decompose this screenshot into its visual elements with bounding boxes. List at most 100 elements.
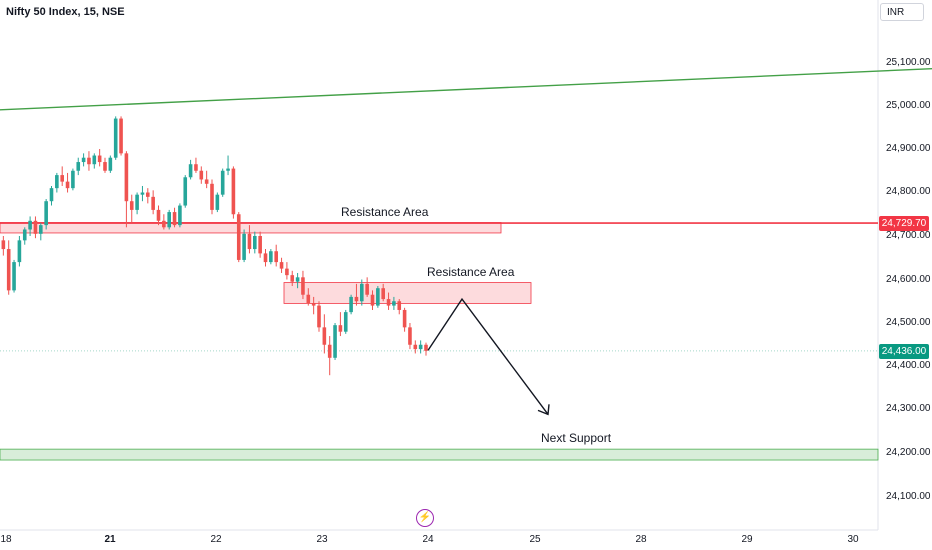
candle [285,262,289,280]
candle [44,199,48,230]
x-tick-label: 30 [847,534,859,545]
candle-body [204,179,209,184]
candle [33,216,38,239]
candle-body [354,296,359,302]
candle-body [220,170,225,195]
candle-body [402,309,407,328]
x-tick-label: 25 [529,534,541,545]
candle [311,296,316,315]
candle [418,340,423,354]
last-price-badge: 24,436.00 [879,344,929,359]
candle [210,179,214,215]
candle [242,229,246,263]
candle-body [199,170,204,180]
candle-body [183,177,188,206]
y-tick-label: 24,200.00 [886,447,931,458]
candle [135,192,139,215]
candle [119,116,123,156]
candle [317,301,321,332]
candle-body [253,236,257,250]
candle [215,192,220,213]
y-tick-label: 24,800.00 [886,186,931,197]
lines-layer [0,67,932,352]
y-tick-label: 24,700.00 [886,230,931,241]
candle-body [295,277,300,282]
y-tick-label: 25,100.00 [886,57,931,68]
candle-body [151,196,155,210]
candle-body [360,283,364,302]
candle-body [274,251,278,263]
candle [172,207,177,228]
plot-background[interactable] [0,0,878,530]
candle [343,309,348,334]
candle [55,172,59,193]
candle [97,149,102,167]
candle-body [210,183,214,210]
candle-body [285,268,289,276]
candle [103,157,107,173]
candle [87,151,91,171]
candle-body [263,253,268,263]
candle [360,279,364,306]
candle [258,231,262,258]
candle-body [301,277,305,295]
candle [376,286,380,308]
candle-body [12,262,16,291]
candle [333,323,337,360]
y-tick-label: 24,300.00 [886,403,931,414]
candle [322,314,327,354]
candle [17,236,22,267]
lightning-icon[interactable]: ⚡ [416,509,434,527]
y-tick-label: 24,400.00 [886,360,931,371]
resistance-zone [0,222,502,234]
candle-body [44,201,48,226]
candle [301,270,305,300]
candle [60,166,64,186]
candle-body [65,181,70,189]
candle-body [113,118,118,158]
candle-body [60,175,64,182]
candle [290,270,295,287]
candle [129,194,134,223]
currency-selector[interactable]: INR [880,3,924,21]
candle-body [146,192,150,197]
candle-body [370,294,375,306]
candle-body [22,229,27,241]
candle [424,342,428,356]
candle-body [71,170,75,189]
candle-body [258,236,262,254]
candle-body [236,214,241,260]
candle-body [418,344,423,350]
candle-body [333,325,337,358]
candle [6,240,11,295]
candle [247,225,252,254]
candle [306,288,311,306]
candle [12,259,16,293]
candle [392,296,396,310]
candle [124,151,129,228]
candle [338,312,343,337]
projection-path [427,297,549,415]
projection-layer [427,297,550,416]
candle-body [81,157,86,163]
candle [188,159,193,180]
candle [226,155,230,176]
candle-body [49,188,54,202]
resistance-zone [283,282,532,304]
candles-layer [1,116,428,376]
candle-body [306,294,311,304]
candle [349,294,353,315]
candle [236,212,241,263]
candle [156,205,161,226]
candle [397,299,402,315]
candle [408,323,412,350]
candle-body [87,157,91,165]
candle-body [55,175,59,189]
candle [167,209,171,230]
candle-body [290,275,295,282]
chart-title: Nifty 50 Index, 15, NSE [6,6,125,18]
candle-body [92,155,97,165]
candle-body [28,220,32,230]
